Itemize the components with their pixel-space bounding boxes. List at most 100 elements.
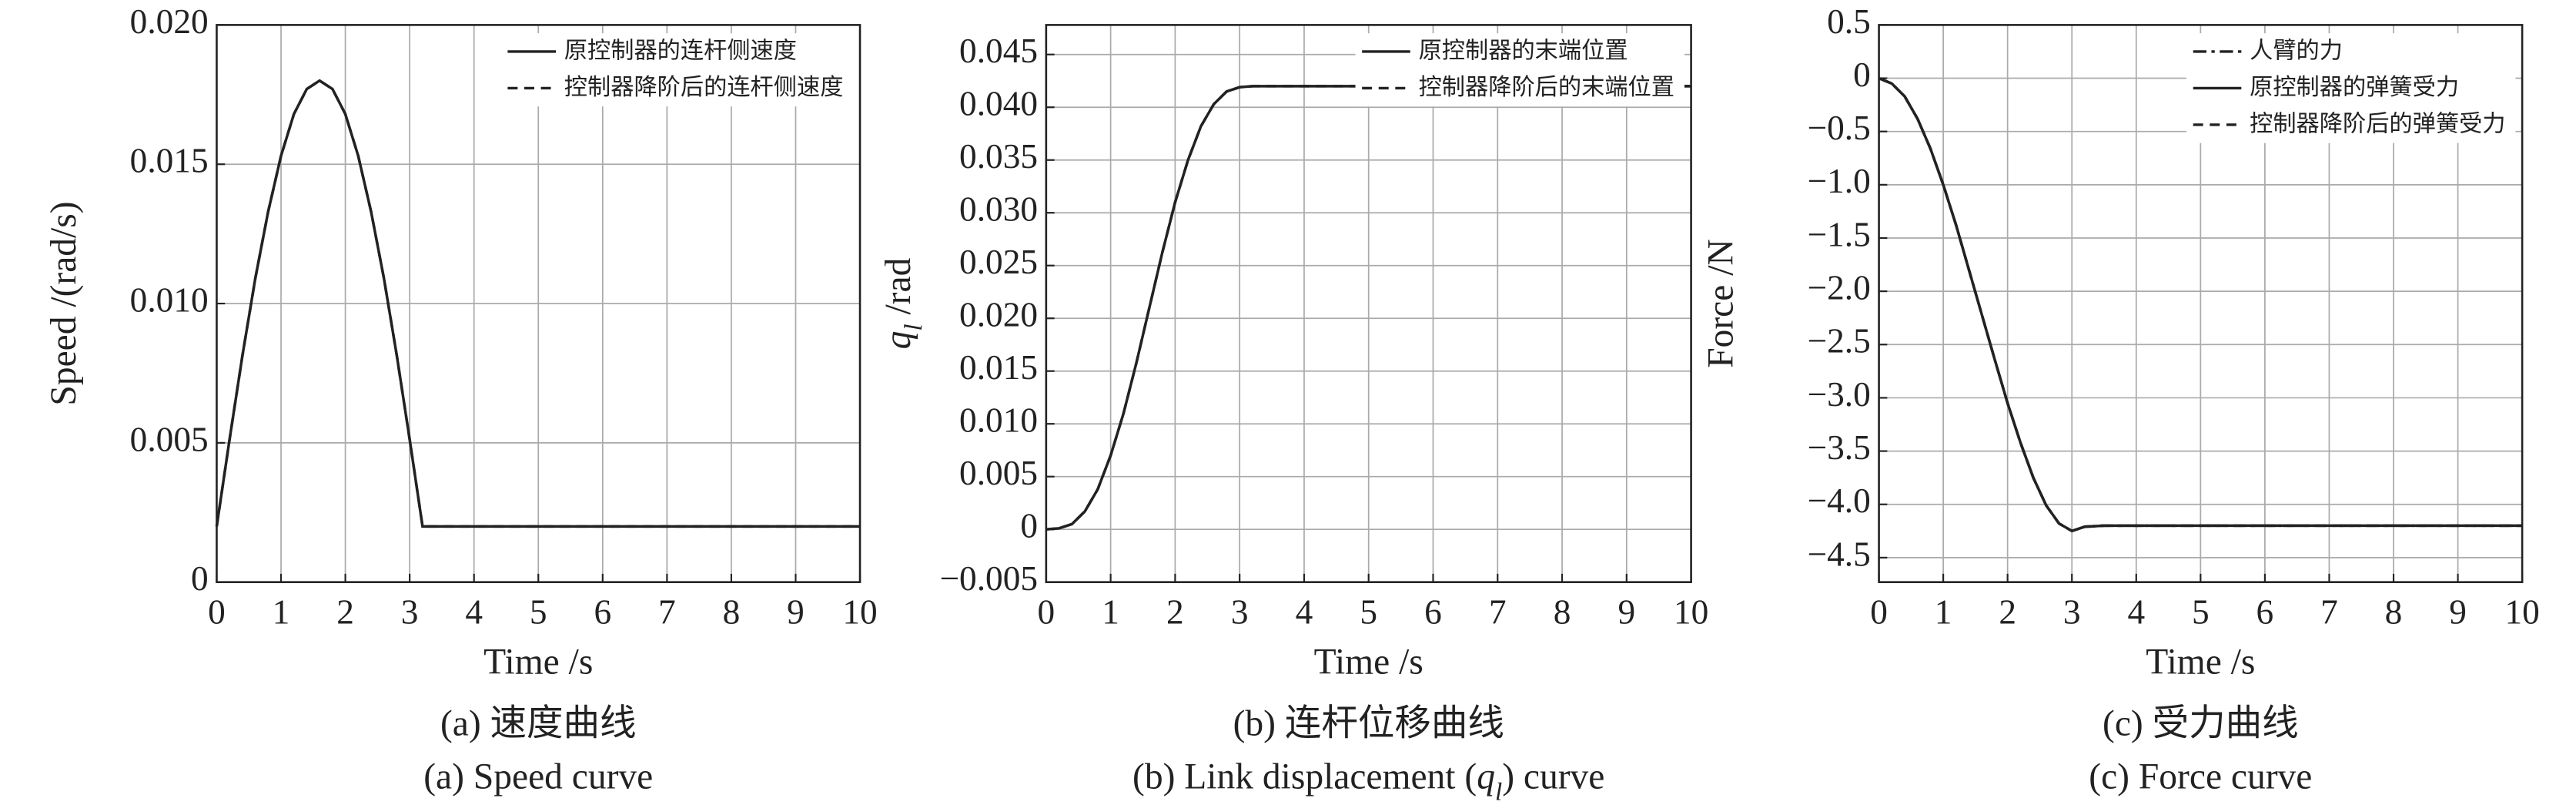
y-tick-label: −1.0 [1808, 162, 1871, 200]
x-axis-label: Time /s [2146, 642, 2255, 683]
legend-label: 控制器降阶后的弹簧受力 [2250, 110, 2505, 137]
caption-en: (c) Force curve [2089, 757, 2312, 797]
y-tick-label: 0 [1853, 55, 1871, 94]
x-tick-label: 6 [594, 592, 611, 631]
y-tick-label: 0.030 [959, 190, 1038, 229]
y-tick-label: −0.005 [939, 559, 1038, 598]
x-tick-label: 0 [208, 592, 226, 631]
legend-label: 人臂的力 [2250, 37, 2343, 64]
y-tick-label: −1.5 [1808, 215, 1871, 253]
y-tick-label: −4.5 [1808, 535, 1871, 573]
x-tick-label: 0 [1038, 592, 1055, 631]
text-part: l [1495, 778, 1502, 805]
chart-panel: 0 1 2 3 4 5 6 7 8 9 10−0.00500.0050.0100.0150.0200… [878, 24, 1708, 805]
x-tick-label: 8 [2385, 592, 2403, 631]
legend-background [1355, 33, 1684, 107]
x-tick-label: 10 [842, 592, 877, 631]
y-tick-label: 0.020 [130, 2, 209, 41]
y-tick-label: 0 [191, 559, 209, 598]
caption-en: (a) Speed curve [423, 757, 653, 797]
x-tick-label: 2 [1999, 592, 2016, 631]
y-tick-label: 0.010 [130, 280, 209, 319]
legend-background [500, 33, 854, 107]
x-tick-label: 0 [1870, 592, 1888, 631]
plot-frame [1878, 24, 2524, 583]
x-tick-label: 8 [1554, 592, 1571, 631]
x-tick-label: 3 [1231, 592, 1249, 631]
y-tick-label: −3.5 [1808, 428, 1871, 467]
y-tick-label: 0.010 [959, 401, 1038, 440]
legend-label: 控制器降阶后的末端位置 [1419, 74, 1674, 101]
legend-label: 原控制器的末端位置 [1419, 37, 1628, 64]
x-tick-label: 1 [1102, 592, 1119, 631]
y-tick-label: 0.045 [959, 32, 1038, 70]
caption-zh: (a) 速度曲线 [440, 703, 637, 743]
y-tick-label: 0.005 [959, 454, 1038, 492]
x-tick-label: 9 [787, 592, 805, 631]
x-tick-label: 7 [1489, 592, 1507, 631]
text-part: l [899, 324, 928, 330]
plot-frame [216, 24, 861, 583]
y-tick-label: 0 [1020, 507, 1038, 545]
series-line [1878, 76, 2523, 533]
x-tick-label: 2 [336, 592, 354, 631]
y-tick-label: −0.5 [1808, 109, 1871, 147]
x-tick-label: 9 [2449, 592, 2467, 631]
x-tick-label: 9 [1618, 592, 1635, 631]
x-tick-label: 3 [2063, 592, 2081, 631]
x-tick-label: 6 [1424, 592, 1442, 631]
x-tick-label: 3 [401, 592, 419, 631]
y-axis-label: ql /rad [878, 257, 928, 349]
text-part: ) curve [1502, 757, 1604, 797]
legend-label: 控制器降阶后的连杆侧速度 [564, 74, 844, 101]
text-part: q [1477, 757, 1495, 797]
y-tick-label: 0.040 [959, 85, 1038, 123]
text-part: (b) Link displacement ( [1132, 757, 1477, 797]
y-tick-label: 0.5 [1827, 2, 1871, 41]
x-tick-label: 4 [465, 592, 483, 631]
x-axis-label: Time /s [483, 642, 593, 683]
x-tick-label: 6 [2257, 592, 2274, 631]
x-tick-label: 1 [273, 592, 290, 631]
y-tick-label: 0.005 [130, 420, 209, 458]
y-tick-label: −4.0 [1808, 481, 1871, 520]
y-axis-label: Force /N [1701, 239, 1741, 368]
y-tick-label: −2.5 [1808, 322, 1871, 361]
x-tick-label: 10 [2504, 592, 2539, 631]
y-tick-label: 0.025 [959, 243, 1038, 281]
x-tick-label: 4 [2127, 592, 2145, 631]
x-tick-label: 4 [1296, 592, 1313, 631]
caption-en: (b) Link displacement (ql) curve [1132, 757, 1604, 805]
series-line [215, 79, 861, 528]
x-tick-label: 8 [723, 592, 741, 631]
y-tick-label: 0.015 [130, 142, 209, 180]
x-tick-label: 1 [1935, 592, 1952, 631]
y-tick-label: 0.020 [959, 296, 1038, 334]
text-part: /rad [878, 257, 918, 324]
x-tick-label: 5 [1360, 592, 1377, 631]
y-tick-label: 0.035 [959, 137, 1038, 176]
y-tick-label: 0.015 [959, 348, 1038, 387]
caption-zh: (c) 受力曲线 [2103, 703, 2299, 743]
legend-label: 原控制器的连杆侧速度 [564, 37, 797, 64]
y-tick-label: −3.0 [1808, 375, 1871, 414]
chart-panel: 0 1 2 3 4 5 6 7 8 9 10 0 0.005 0.010 0.015 0.020 原控制器的连杆… [44, 2, 878, 797]
y-axis-label: Speed /(rad/s) [44, 201, 84, 405]
x-tick-label: 2 [1166, 592, 1184, 631]
x-axis-label: Time /s [1314, 642, 1423, 683]
legend-label: 原控制器的弹簧受力 [2250, 74, 2459, 101]
x-tick-label: 7 [2320, 592, 2338, 631]
x-tick-label: 5 [530, 592, 547, 631]
y-tick-label: −2.0 [1808, 269, 1871, 307]
caption-zh: (b) 连杆位移曲线 [1233, 703, 1504, 743]
text-part: q [878, 331, 918, 350]
x-tick-label: 7 [658, 592, 676, 631]
plot-frame [1045, 24, 1692, 583]
x-tick-label: 5 [2192, 592, 2210, 631]
x-tick-label: 10 [1674, 592, 1708, 631]
